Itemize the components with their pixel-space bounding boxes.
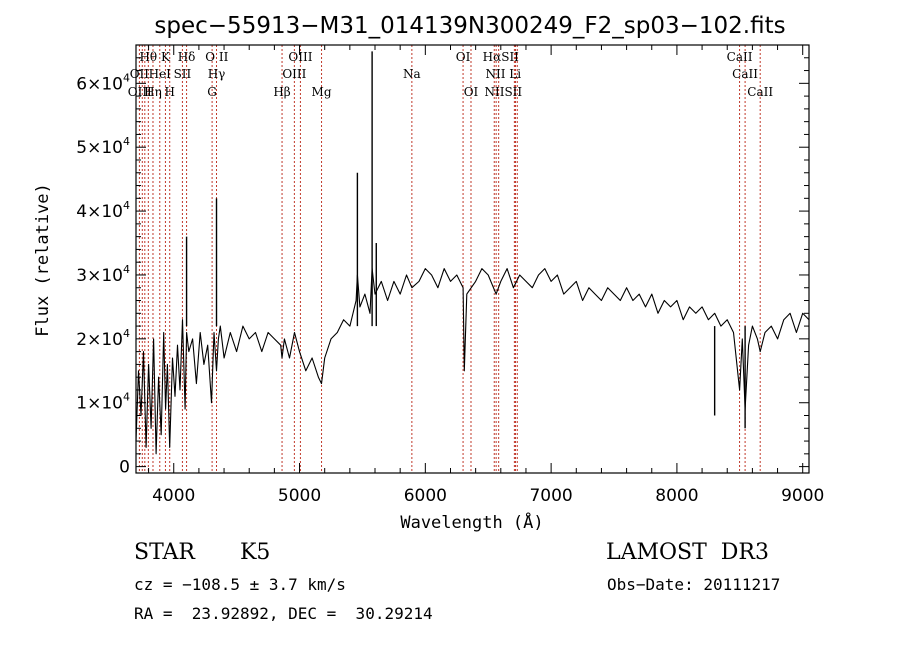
y-axis-label: Flux (relative) [33, 183, 53, 337]
spectral-line-labels: Hθ K Hδ O II OIII Na OI HαSII CaII OII HeI SII Hγ OII… [128, 50, 774, 99]
spectral-line-label: CaII [732, 67, 758, 81]
spectral-line-label: H [164, 85, 174, 99]
spectral-line-label: HαSII [483, 50, 520, 64]
spectral-line-label: OIII [128, 85, 152, 99]
spectral-line-markers [138, 45, 761, 473]
y-tick-label: 0 [119, 458, 130, 478]
spectral-line-label: O II [205, 50, 228, 64]
spectral-line-label: Hδ [178, 50, 196, 64]
y-tick-label: 3×104 [76, 263, 130, 286]
flux-series-group [135, 51, 810, 455]
spectral-line-label: CaII [727, 50, 753, 64]
spectral-line-label: Mg [312, 85, 332, 99]
y-tick-label: 1×104 [76, 391, 130, 414]
object-subclass: K5 [240, 540, 271, 565]
ra-dec-coordinates: RA = 23.92892, DEC = 30.29214 [134, 604, 433, 623]
spectral-line-label: SII [174, 67, 192, 81]
spectral-line-label: NII Li [486, 67, 522, 81]
spectral-line-label: OI [456, 50, 471, 64]
redshift-velocity: cz = −108.5 ± 3.7 km/s [134, 575, 346, 594]
chart-title: spec−55913−M31_014139N300249_F2_sp03−102… [154, 13, 785, 39]
spectral-line-label: OIII [282, 67, 306, 81]
spectral-line-label: G [207, 85, 217, 99]
y-axis-ticks: 0 1×104 2×104 3×104 4×104 5×104 6×104 [76, 57, 809, 478]
spectral-line-label: K [161, 50, 171, 64]
y-tick-label: 5×104 [76, 135, 130, 158]
x-axis-ticks: 4000 5000 6000 7000 8000 9000 [148, 45, 824, 506]
survey-release: LAMOST DR3 [606, 540, 769, 565]
x-tick-label: 9000 [781, 486, 824, 506]
x-axis-label: Wavelength (Å) [400, 511, 543, 533]
x-tick-label: 7000 [529, 486, 572, 506]
spectral-line-label: CaII [747, 85, 773, 99]
y-tick-label: 2×104 [76, 327, 130, 350]
spectral-line-label: HeI [149, 67, 172, 81]
spectral-line-label: Hγ [208, 67, 226, 81]
spectral-line-label: OIII [288, 50, 312, 64]
flux-series-line [135, 268, 810, 455]
spectral-line-label: OI [464, 85, 479, 99]
x-tick-label: 4000 [152, 486, 195, 506]
spectral-line-label: Na [403, 67, 421, 81]
spectral-line-label: Hη [144, 85, 162, 99]
observation-date: Obs−Date: 20111217 [607, 575, 781, 594]
x-tick-label: 5000 [278, 486, 321, 506]
plot-frame [135, 44, 810, 474]
x-tick-label: 8000 [655, 486, 698, 506]
spectral-line-label: Hθ [139, 50, 157, 64]
spectral-line-label: OII [130, 67, 150, 81]
spectral-line-label: Hβ [273, 85, 290, 99]
object-class: STAR [134, 540, 195, 565]
x-tick-label: 6000 [404, 486, 447, 506]
spectral-line-label: NIISII [484, 85, 522, 99]
y-tick-label: 4×104 [76, 199, 130, 222]
y-tick-label: 6×104 [76, 71, 130, 94]
